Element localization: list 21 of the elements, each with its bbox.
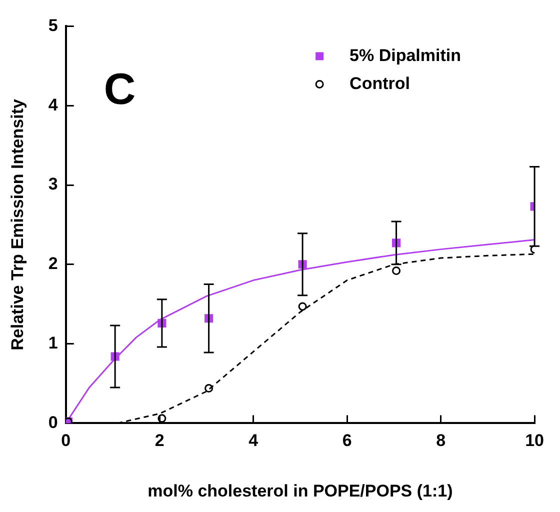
x-axis-title: mol% cholesterol in POPE/POPS (1:1) <box>148 481 453 500</box>
y-tick-label: 3 <box>48 174 58 194</box>
y-tick-label: 1 <box>48 333 58 352</box>
x-tick-label: 0 <box>61 431 71 450</box>
point <box>392 266 401 275</box>
y-tick-label: 2 <box>48 254 58 274</box>
x-tick-label: 4 <box>248 431 259 450</box>
x-tick-label: 6 <box>342 431 352 450</box>
point <box>158 414 166 423</box>
legend-label: 5% Dipalmitin <box>350 46 462 65</box>
annotation: C <box>104 65 136 114</box>
point <box>298 302 307 311</box>
y-tick-label: 5 <box>48 16 58 35</box>
y-tick-label: 4 <box>48 95 58 114</box>
x-tick-label: 10 <box>525 431 544 450</box>
y-tick-label: 0 <box>48 412 58 432</box>
x-tick-label: 2 <box>154 431 164 450</box>
legend-label: Control <box>350 74 410 93</box>
point <box>204 384 214 393</box>
y-axis-title: Relative Trp Emission Intensity <box>8 98 27 350</box>
x-tick-label: 8 <box>436 431 446 450</box>
